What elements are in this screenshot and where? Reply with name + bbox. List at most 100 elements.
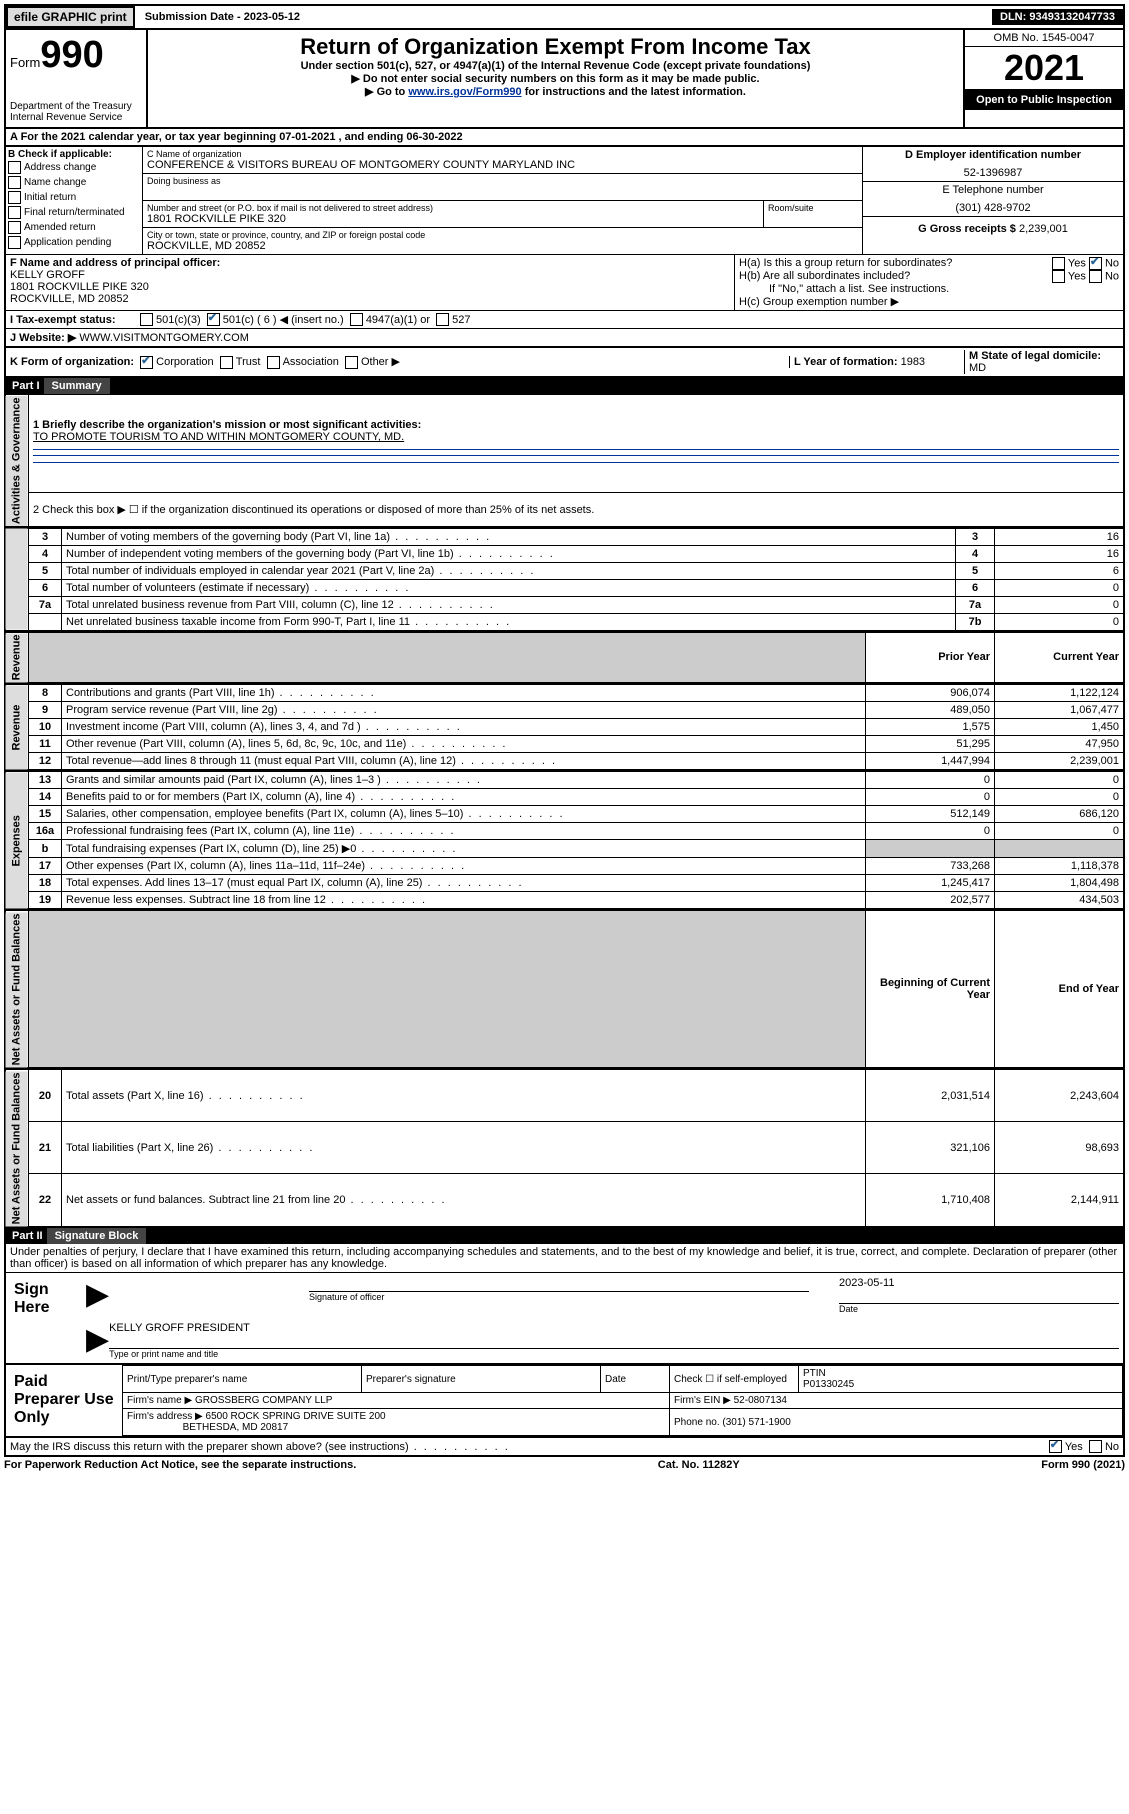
part1-header: Part ISummary bbox=[4, 378, 1125, 394]
preparer-block: Paid Preparer Use Only Print/Type prepar… bbox=[4, 1365, 1125, 1438]
submission-date: Submission Date - 2023-05-12 bbox=[139, 9, 306, 25]
penalties-text: Under penalties of perjury, I declare th… bbox=[4, 1244, 1125, 1273]
cb-4947[interactable] bbox=[350, 313, 363, 326]
footer-right: Form 990 (2021) bbox=[1041, 1459, 1125, 1471]
city-label: City or town, state or province, country… bbox=[147, 230, 858, 240]
end-year-header: End of Year bbox=[995, 911, 1125, 1068]
prep-name-header: Print/Type preparer's name bbox=[123, 1366, 362, 1393]
cb-address-change[interactable] bbox=[8, 161, 21, 174]
i-label: I Tax-exempt status: bbox=[10, 314, 140, 326]
cb-final-return[interactable] bbox=[8, 206, 21, 219]
form-number: 990 bbox=[40, 34, 103, 76]
firm-ein-label: Firm's EIN ▶ bbox=[674, 1395, 731, 1406]
vert-revenue: Revenue bbox=[5, 632, 29, 683]
dba-label: Doing business as bbox=[147, 176, 858, 186]
cb-app-pending[interactable] bbox=[8, 236, 21, 249]
revenue-table: Revenue Prior Year Current Year bbox=[4, 632, 1125, 685]
may-irs-no[interactable] bbox=[1089, 1440, 1102, 1453]
sig-date: 2023-05-11 bbox=[839, 1277, 1119, 1289]
form-title: Return of Organization Exempt From Incom… bbox=[152, 34, 959, 60]
cb-amended[interactable] bbox=[8, 221, 21, 234]
officer-addr1: 1801 ROCKVILLE PIKE 320 bbox=[10, 281, 730, 293]
firm-addr-label: Firm's address ▶ bbox=[127, 1411, 203, 1422]
firm-ein: 52-0807134 bbox=[734, 1395, 787, 1406]
cb-501c[interactable] bbox=[207, 313, 220, 326]
vert-governance: Activities & Governance bbox=[5, 395, 29, 527]
may-irs-yes[interactable] bbox=[1049, 1440, 1062, 1453]
phone: (301) 428-9702 bbox=[867, 202, 1119, 214]
netassets-table: Net Assets or Fund Balances Beginning of… bbox=[4, 910, 1125, 1069]
l-label: L Year of formation: bbox=[794, 356, 898, 368]
cb-initial-return[interactable] bbox=[8, 191, 21, 204]
line1-label: 1 Briefly describe the organization's mi… bbox=[33, 419, 421, 431]
subtitle-3-pre: ▶ Go to bbox=[365, 86, 408, 98]
ha-yes[interactable] bbox=[1052, 257, 1065, 270]
cb-assoc[interactable] bbox=[267, 356, 280, 369]
summary-table: Activities & Governance 1 Briefly descri… bbox=[4, 394, 1125, 528]
cb-other[interactable] bbox=[345, 356, 358, 369]
form-header: Form990 Department of the Treasury Inter… bbox=[4, 30, 1125, 129]
c-name-label: C Name of organization bbox=[147, 149, 858, 159]
d-label: D Employer identification number bbox=[905, 149, 1081, 161]
sign-here-label: Sign Here bbox=[6, 1273, 82, 1363]
may-irs-row: May the IRS discuss this return with the… bbox=[4, 1438, 1125, 1457]
section-klm: K Form of organization: Corporation Trus… bbox=[4, 348, 1125, 378]
prep-phone: (301) 571-1900 bbox=[722, 1417, 790, 1428]
year-formation: 1983 bbox=[901, 356, 925, 368]
e-label: E Telephone number bbox=[867, 184, 1119, 196]
gross-receipts: 2,239,001 bbox=[1019, 223, 1068, 235]
g-label: G Gross receipts $ bbox=[918, 223, 1016, 235]
prior-year-header: Prior Year bbox=[866, 632, 995, 683]
vert-net: Net Assets or Fund Balances bbox=[5, 911, 29, 1068]
hb-no[interactable] bbox=[1089, 270, 1102, 283]
ha-label: H(a) Is this a group return for subordin… bbox=[739, 257, 952, 270]
hb-label: H(b) Are all subordinates included? bbox=[739, 270, 910, 283]
hc-label: H(c) Group exemption number ▶ bbox=[739, 295, 1119, 308]
section-a: A For the 2021 calendar year, or tax yea… bbox=[4, 129, 1125, 147]
website: WWW.VISITMONTGOMERY.COM bbox=[79, 332, 248, 344]
expenses-table: Expenses13Grants and similar amounts pai… bbox=[4, 771, 1125, 910]
hb-yes[interactable] bbox=[1052, 270, 1065, 283]
beg-year-header: Beginning of Current Year bbox=[866, 911, 995, 1068]
col-c: C Name of organization CONFERENCE & VISI… bbox=[143, 147, 862, 254]
cb-trust[interactable] bbox=[220, 356, 233, 369]
ha-no[interactable] bbox=[1089, 257, 1102, 270]
footer-mid: Cat. No. 11282Y bbox=[658, 1459, 740, 1471]
dln: DLN: 93493132047733 bbox=[992, 9, 1123, 25]
cb-501c3[interactable] bbox=[140, 313, 153, 326]
sig-officer-label: Signature of officer bbox=[309, 1291, 809, 1302]
cb-527[interactable] bbox=[436, 313, 449, 326]
ptin: P01330245 bbox=[803, 1379, 854, 1390]
section-bcdeg: B Check if applicable: Address change Na… bbox=[4, 147, 1125, 255]
subtitle-3-post: for instructions and the latest informat… bbox=[522, 86, 746, 98]
topbar: efile GRAPHIC print Submission Date - 20… bbox=[4, 4, 1125, 30]
footer-left: For Paperwork Reduction Act Notice, see … bbox=[4, 1459, 356, 1471]
efile-print-button[interactable]: efile GRAPHIC print bbox=[6, 6, 135, 28]
dept-treasury: Department of the Treasury bbox=[10, 101, 142, 112]
firm-name-label: Firm's name ▶ bbox=[127, 1395, 192, 1406]
col-de: D Employer identification number 52-1396… bbox=[862, 147, 1123, 254]
irs-label: Internal Revenue Service bbox=[10, 112, 142, 123]
ptin-label: PTIN bbox=[803, 1368, 826, 1379]
room-label: Room/suite bbox=[768, 203, 858, 213]
subtitle-1: Under section 501(c), 527, or 4947(a)(1)… bbox=[152, 60, 959, 72]
part2-header: Part IISignature Block bbox=[4, 1228, 1125, 1244]
k-label: K Form of organization: bbox=[10, 356, 134, 368]
prep-date-header: Date bbox=[601, 1366, 670, 1393]
line2: 2 Check this box ▶ ☐ if the organization… bbox=[29, 493, 1125, 527]
tax-year: 2021 bbox=[965, 47, 1123, 90]
open-to-public: Open to Public Inspection bbox=[965, 90, 1123, 110]
section-j: J Website: ▶ WWW.VISITMONTGOMERY.COM bbox=[4, 329, 1125, 348]
footer: For Paperwork Reduction Act Notice, see … bbox=[4, 1457, 1125, 1473]
cb-name-change[interactable] bbox=[8, 176, 21, 189]
state-domicile: MD bbox=[969, 362, 986, 374]
firm-name: GROSSBERG COMPANY LLP bbox=[195, 1395, 332, 1406]
current-year-header: Current Year bbox=[995, 632, 1125, 683]
cb-corp[interactable] bbox=[140, 356, 153, 369]
irs-link[interactable]: www.irs.gov/Form990 bbox=[408, 86, 521, 98]
prep-selfemp: Check ☐ if self-employed bbox=[670, 1366, 799, 1393]
org-name: CONFERENCE & VISITORS BUREAU OF MONTGOME… bbox=[147, 159, 858, 171]
city: ROCKVILLE, MD 20852 bbox=[147, 240, 858, 252]
officer-addr2: ROCKVILLE, MD 20852 bbox=[10, 293, 730, 305]
sig-date-label: Date bbox=[839, 1303, 1119, 1314]
